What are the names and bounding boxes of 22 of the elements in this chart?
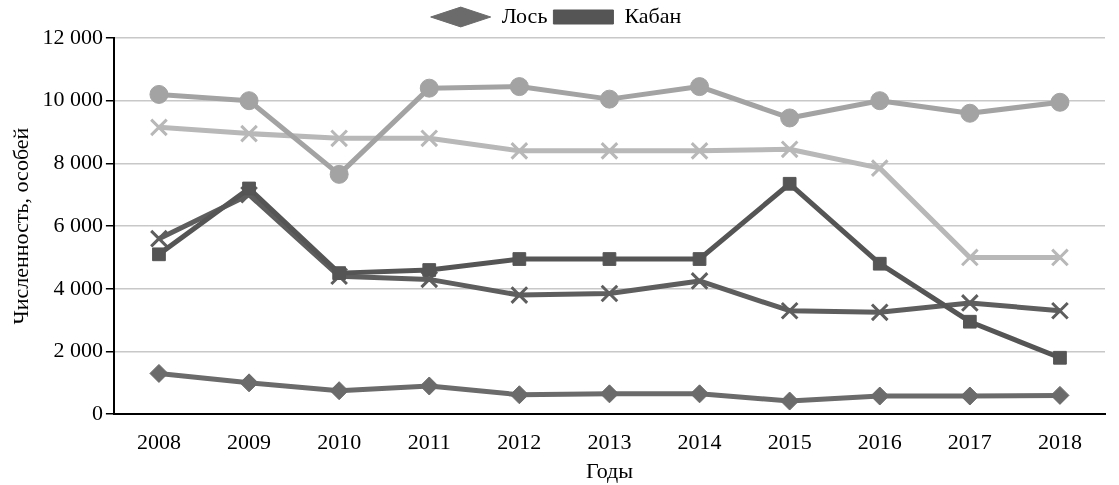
x-tick-label: 2009 [227, 429, 272, 455]
legend-label: Кабан [624, 2, 682, 28]
y-tick-label: 8 000 [53, 149, 103, 175]
x-tick-label: 2015 [767, 429, 812, 455]
x-tick-label: 2013 [587, 429, 632, 455]
x-tick-label: 2012 [497, 429, 542, 455]
y-tick-label: 0 [91, 399, 103, 425]
y-tick-label: 6 000 [53, 211, 103, 237]
y-tick-label: 2 000 [53, 337, 103, 363]
y-tick-label: 12 000 [42, 23, 103, 49]
legend-label: Лось [501, 2, 548, 28]
x-tick-label: 2014 [677, 429, 722, 455]
x-tick-label: 2017 [947, 429, 992, 455]
x-tick-label: 2010 [317, 429, 362, 455]
y-axis-title: Численность, особей [7, 127, 33, 325]
y-tick-label: 4 000 [53, 274, 103, 300]
x-tick-label: 2016 [857, 429, 902, 455]
x-tick-label: 2018 [1037, 429, 1082, 455]
x-tick-label: 2008 [136, 429, 181, 455]
y-tick-label: 10 000 [42, 86, 103, 112]
x-tick-label: 2011 [407, 429, 451, 455]
x-axis-title: Годы [585, 457, 634, 483]
